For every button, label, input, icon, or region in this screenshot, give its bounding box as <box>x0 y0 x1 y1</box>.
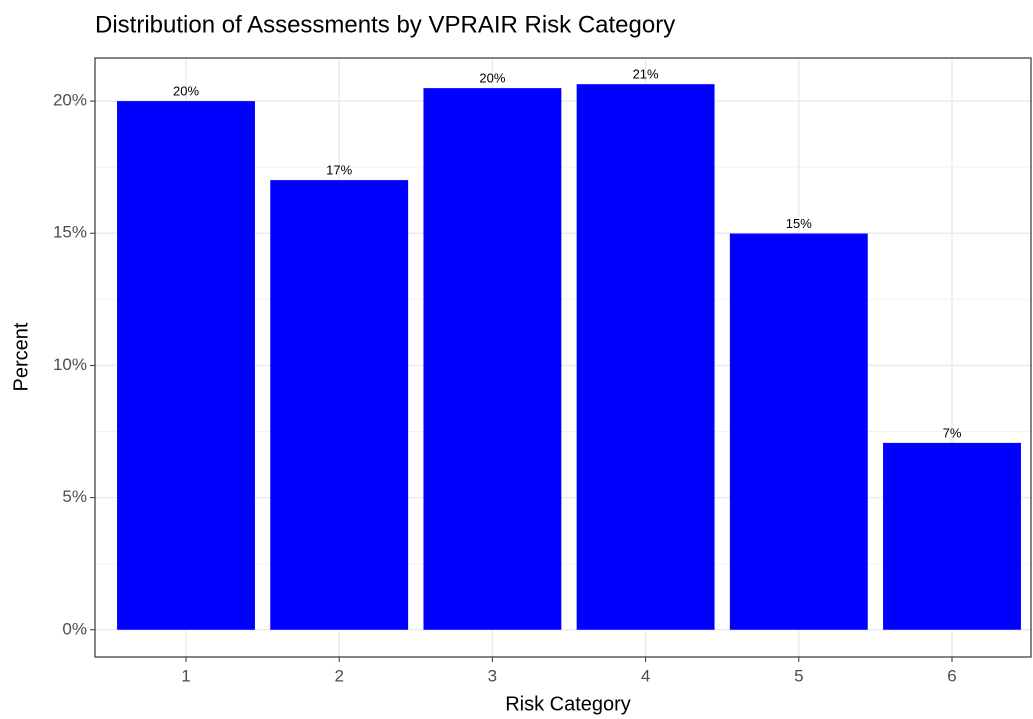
bar <box>270 180 409 630</box>
y-tick-label: 5% <box>62 487 87 506</box>
x-tick-label: 3 <box>488 666 497 685</box>
bar <box>576 84 715 630</box>
value-label: 17% <box>326 163 352 178</box>
x-axis-title: Risk Category <box>505 693 631 715</box>
x-tick-label: 5 <box>794 666 803 685</box>
y-tick-label: 0% <box>62 619 87 638</box>
panel-border <box>94 57 1032 658</box>
x-tick-label: 6 <box>947 666 956 685</box>
value-label: 20% <box>479 71 505 86</box>
value-label: 20% <box>173 84 199 99</box>
value-label: 21% <box>633 67 659 82</box>
y-tick-label: 10% <box>53 355 87 374</box>
value-label: 7% <box>943 425 962 440</box>
y-tick-label: 15% <box>53 223 87 242</box>
x-tick-label: 1 <box>181 666 190 685</box>
bar <box>729 233 868 630</box>
bar <box>883 442 1021 630</box>
bar <box>423 88 562 630</box>
value-label: 15% <box>786 216 812 231</box>
y-axis-title: Percent <box>10 322 32 391</box>
bar <box>117 101 255 630</box>
x-tick-label: 2 <box>334 666 343 685</box>
y-tick-label: 20% <box>53 91 87 110</box>
chart-title: Distribution of Assessments by VPRAIR Ri… <box>95 11 675 38</box>
x-tick-label: 4 <box>641 666 650 685</box>
